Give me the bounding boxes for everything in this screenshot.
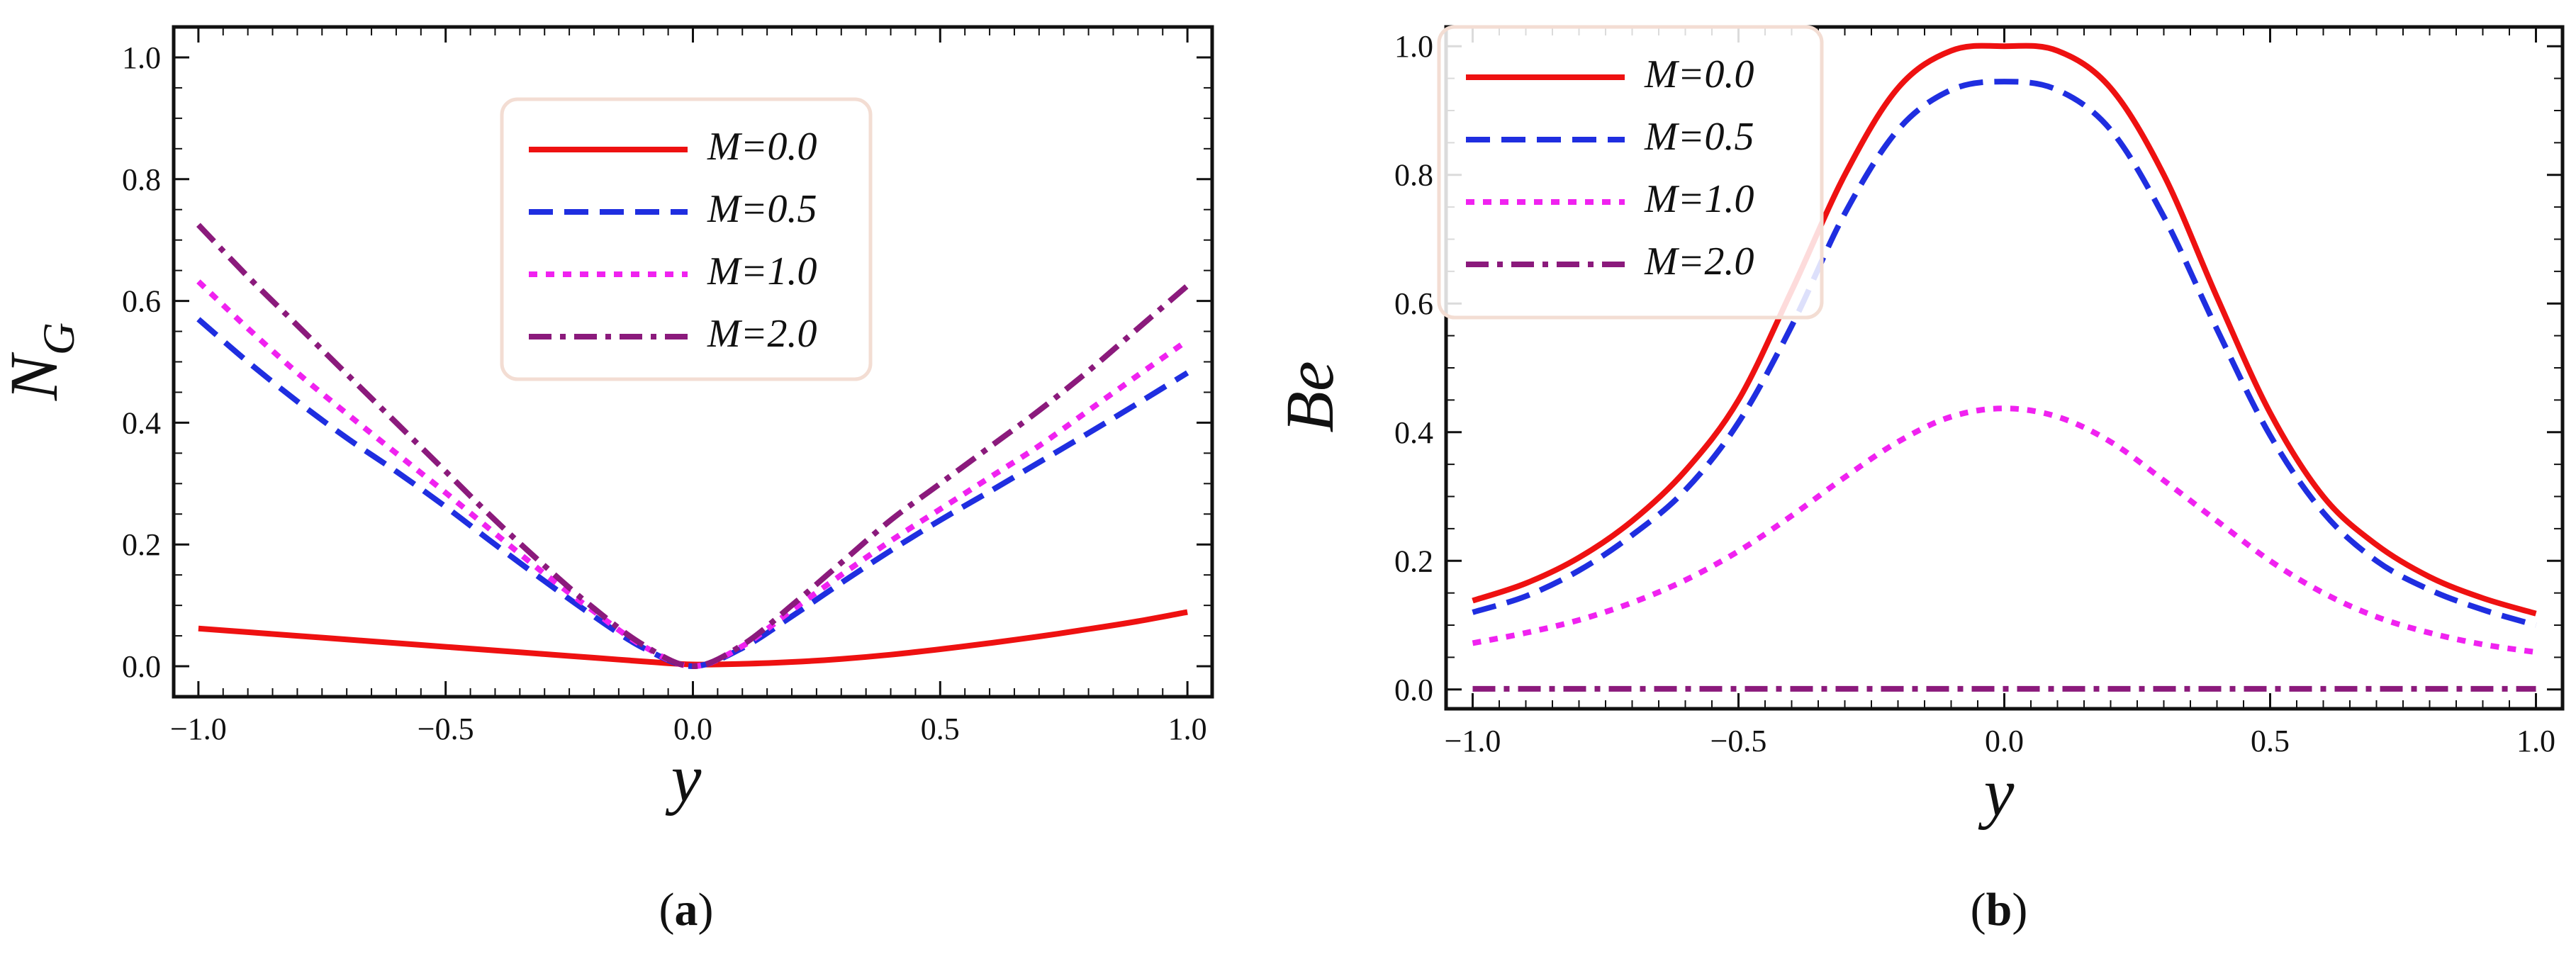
- caption-close-paren: ): [698, 884, 714, 936]
- y-axis-label-main: N: [0, 352, 72, 401]
- x-tick-label: 0.0: [1985, 724, 2024, 758]
- series-line-m-1-0: [1472, 405, 2537, 656]
- y-axis-label-subscript: G: [33, 322, 84, 355]
- panel-caption: (a): [659, 884, 714, 936]
- legend-box: [500, 97, 873, 381]
- legend-label: M=0.0: [707, 125, 817, 169]
- x-tick-label: 1.0: [2516, 724, 2555, 758]
- y-tick-label: 0.6: [1394, 286, 1433, 321]
- y-tick-label: 0.2: [122, 527, 161, 562]
- y-tick-label: 0.2: [1394, 544, 1433, 578]
- legend-label: M=1.0: [707, 249, 817, 293]
- x-tick-label: −0.5: [418, 712, 474, 746]
- x-axis-label: y: [665, 740, 702, 816]
- y-tick-label: 1.0: [122, 40, 161, 75]
- legend-label: M=2.0: [707, 312, 817, 356]
- y-axis-label: Be: [1272, 361, 1348, 432]
- y-tick-label: 0.4: [122, 405, 161, 440]
- x-tick-label: −1.0: [170, 712, 227, 746]
- y-tick-label: 1.0: [1394, 29, 1433, 64]
- legend-label: M=0.5: [1644, 115, 1754, 159]
- x-tick-label: 0.0: [673, 712, 712, 746]
- x-tick-label: 0.5: [921, 712, 960, 746]
- y-tick-label: 0.0: [1394, 673, 1433, 707]
- series-line-m-0-0: [1472, 43, 2537, 617]
- legend-label: M=0.0: [1644, 52, 1754, 96]
- y-tick-label: 0.8: [122, 162, 161, 197]
- caption-open-paren: (: [659, 884, 675, 936]
- caption-open-paren: (: [1971, 884, 1986, 936]
- series-line-m-2-0: [196, 223, 1189, 670]
- legend-label: M=2.0: [1644, 240, 1754, 284]
- x-tick-label: 1.0: [1168, 712, 1207, 746]
- y-tick-label: 0.8: [1394, 158, 1433, 193]
- y-axis-label: NG: [0, 322, 84, 401]
- x-tick-label: −1.0: [1445, 724, 1501, 758]
- caption-letter: b: [1986, 884, 2012, 936]
- caption-letter: a: [675, 884, 698, 936]
- series-line-m-0-5: [1472, 79, 2537, 628]
- x-tick-label: −0.5: [1710, 724, 1767, 758]
- panel-a: −1.0 −0.5 0.0 0.5 1.0 0.0 0.2 0.4 0.6 0.8 1.0 M=0.0…: [0, 25, 1214, 936]
- x-axis-label: y: [1978, 754, 2015, 830]
- legend-label: M=1.0: [1644, 177, 1754, 221]
- legend-box: [1437, 25, 1824, 320]
- y-axis-label-main: Be: [1272, 361, 1348, 432]
- series-line-m-0-0: [198, 609, 1188, 668]
- x-tick-label: 0.5: [2251, 724, 2290, 758]
- y-tick-label: 0.4: [1394, 415, 1433, 450]
- y-tick-label: 0.0: [122, 649, 161, 684]
- legend-label: M=0.5: [707, 187, 817, 231]
- panel-b: −1.0 −0.5 0.0 0.5 1.0 0.0 0.2 0.4 0.6 0.8 1.0 M=0.0…: [1272, 25, 2565, 936]
- caption-close-paren: ): [2012, 884, 2027, 936]
- panel-caption: (b): [1971, 884, 2028, 936]
- y-tick-label: 0.6: [122, 284, 161, 319]
